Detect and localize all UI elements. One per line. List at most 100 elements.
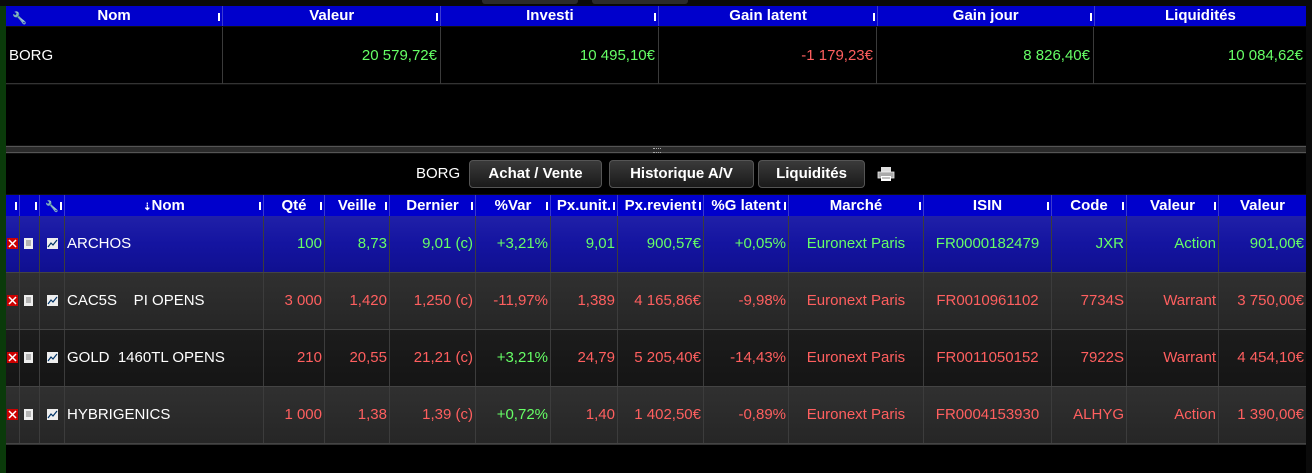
column-resize-handle[interactable] (320, 202, 322, 210)
summary-col-nom[interactable]: 🔧 Nom (6, 6, 224, 26)
chart-icon[interactable] (47, 352, 58, 363)
summary-gain-latent: -1 179,23€ (659, 27, 877, 84)
column-resize-handle[interactable] (784, 202, 786, 210)
table-row[interactable]: ARCHOS 100 8,73 9,01 (c) +3,21% 9,01 900… (6, 216, 1306, 273)
chart-cell (40, 387, 65, 443)
chart-icon[interactable] (47, 238, 58, 249)
top-tab-1[interactable] (482, 0, 578, 4)
buy-sell-button[interactable]: Achat / Vente (469, 160, 602, 188)
panel-splitter[interactable] (6, 146, 1306, 153)
wrench-icon[interactable]: 🔧 (12, 11, 27, 25)
col-marche[interactable]: Marché (789, 195, 924, 216)
cell-var: -11,97% (476, 273, 551, 329)
top-tab-2[interactable] (592, 0, 688, 4)
document-icon[interactable] (23, 409, 34, 420)
col-nom[interactable]: ⇣Nom (65, 195, 264, 216)
cell-g-latent: -0,89% (704, 387, 789, 443)
col-veille[interactable]: Veille (325, 195, 390, 216)
summary-row[interactable]: BORG 20 579,72€ 10 495,10€ -1 179,23€ 8 … (6, 27, 1306, 84)
header-label: Px.revient (624, 197, 697, 214)
delete-icon[interactable] (7, 352, 18, 363)
col-doc[interactable] (20, 195, 40, 216)
summary-col-gain-jour[interactable]: Gain jour (878, 6, 1095, 26)
table-row[interactable]: HYBRIGENICS 1 000 1,38 1,39 (c) +0,72% 1… (6, 387, 1306, 444)
cell-qte: 100 (264, 216, 325, 272)
column-resize-handle[interactable] (919, 202, 921, 210)
positions-toolbar: BORG Achat / Vente Historique A/V Liquid… (6, 154, 1306, 194)
account-label: BORG (416, 165, 461, 182)
column-resize-handle[interactable] (546, 202, 548, 210)
column-resize-handle[interactable] (15, 202, 17, 210)
column-resize-handle[interactable] (436, 13, 439, 21)
delete-cell (6, 273, 20, 329)
cell-code: 7922S (1052, 330, 1127, 386)
header-label: Valeur (1149, 197, 1196, 214)
summary-col-valeur[interactable]: Valeur (223, 6, 442, 26)
summary-header-label: Gain latent (729, 7, 807, 24)
column-resize-handle[interactable] (1214, 202, 1216, 210)
header-label: Qté (281, 197, 307, 214)
col-valeur-type[interactable]: Valeur (1127, 195, 1219, 216)
cell-var: +0,72% (476, 387, 551, 443)
col-g-latent[interactable]: %G latent (704, 195, 789, 216)
splitter-grip-icon[interactable] (653, 148, 661, 153)
wrench-icon[interactable]: 🔧 (45, 201, 59, 213)
cell-px-revient: 5 205,40€ (618, 330, 704, 386)
col-px-revient[interactable]: Px.revient (618, 195, 704, 216)
column-resize-handle[interactable] (259, 202, 261, 210)
col-var[interactable]: %Var (476, 195, 551, 216)
doc-cell (20, 387, 40, 443)
column-resize-handle[interactable] (35, 202, 37, 210)
cell-type: Action (1127, 216, 1219, 272)
summary-col-gain-latent[interactable]: Gain latent (659, 6, 878, 26)
chart-cell (40, 273, 65, 329)
column-resize-handle[interactable] (654, 13, 657, 21)
history-button[interactable]: Historique A/V (609, 160, 754, 188)
column-resize-handle[interactable] (1089, 13, 1092, 21)
document-icon[interactable] (23, 238, 34, 249)
chart-icon[interactable] (47, 409, 58, 420)
column-resize-handle[interactable] (699, 202, 701, 210)
cash-button[interactable]: Liquidités (758, 160, 865, 188)
col-settings[interactable]: 🔧 (40, 195, 65, 216)
col-code[interactable]: Code (1052, 195, 1127, 216)
cell-valeur: 1 390,00€ (1237, 406, 1304, 423)
col-isin[interactable]: ISIN (924, 195, 1052, 216)
column-resize-handle[interactable] (1047, 202, 1049, 210)
col-delete[interactable] (6, 195, 20, 216)
document-icon[interactable] (23, 352, 34, 363)
col-qte[interactable]: Qté (264, 195, 325, 216)
column-resize-handle[interactable] (1122, 202, 1124, 210)
cell-marche: Euronext Paris (789, 273, 924, 329)
delete-icon[interactable] (7, 238, 18, 249)
col-px-unit[interactable]: Px.unit. (551, 195, 618, 216)
printer-icon[interactable] (877, 166, 895, 182)
table-row[interactable]: GOLD 1460TL OPENS 210 20,55 21,21 (c) +3… (6, 330, 1306, 387)
column-resize-handle[interactable] (218, 13, 221, 21)
positions-empty-area (6, 444, 1306, 473)
document-icon[interactable] (23, 295, 34, 306)
cell-veille: 20,55 (325, 330, 390, 386)
delete-cell (6, 387, 20, 443)
column-resize-handle[interactable] (60, 202, 62, 210)
delete-icon[interactable] (7, 295, 18, 306)
table-row[interactable]: CAC5S PI OPENS 3 000 1,420 1,250 (c) -11… (6, 273, 1306, 330)
column-resize-handle[interactable] (385, 202, 387, 210)
summary-col-investi[interactable]: Investi (441, 6, 660, 26)
cell-nom: HYBRIGENICS (65, 387, 264, 443)
delete-cell (6, 330, 20, 386)
delete-icon[interactable] (7, 409, 18, 420)
summary-liquidites: 10 084,62€ (1227, 47, 1303, 64)
chart-icon[interactable] (47, 295, 58, 306)
column-resize-handle[interactable] (613, 202, 615, 210)
column-resize-handle[interactable] (471, 202, 473, 210)
col-valeur[interactable]: Valeur (1219, 195, 1306, 216)
cell-nom: GOLD 1460TL OPENS (65, 330, 264, 386)
cell-veille: 1,38 (325, 387, 390, 443)
column-resize-handle[interactable] (872, 13, 875, 21)
doc-cell (20, 330, 40, 386)
cell-veille: 8,73 (325, 216, 390, 272)
summary-col-liquidites[interactable]: Liquidités (1095, 6, 1306, 26)
cell-code: JXR (1052, 216, 1127, 272)
col-dernier[interactable]: Dernier (390, 195, 476, 216)
